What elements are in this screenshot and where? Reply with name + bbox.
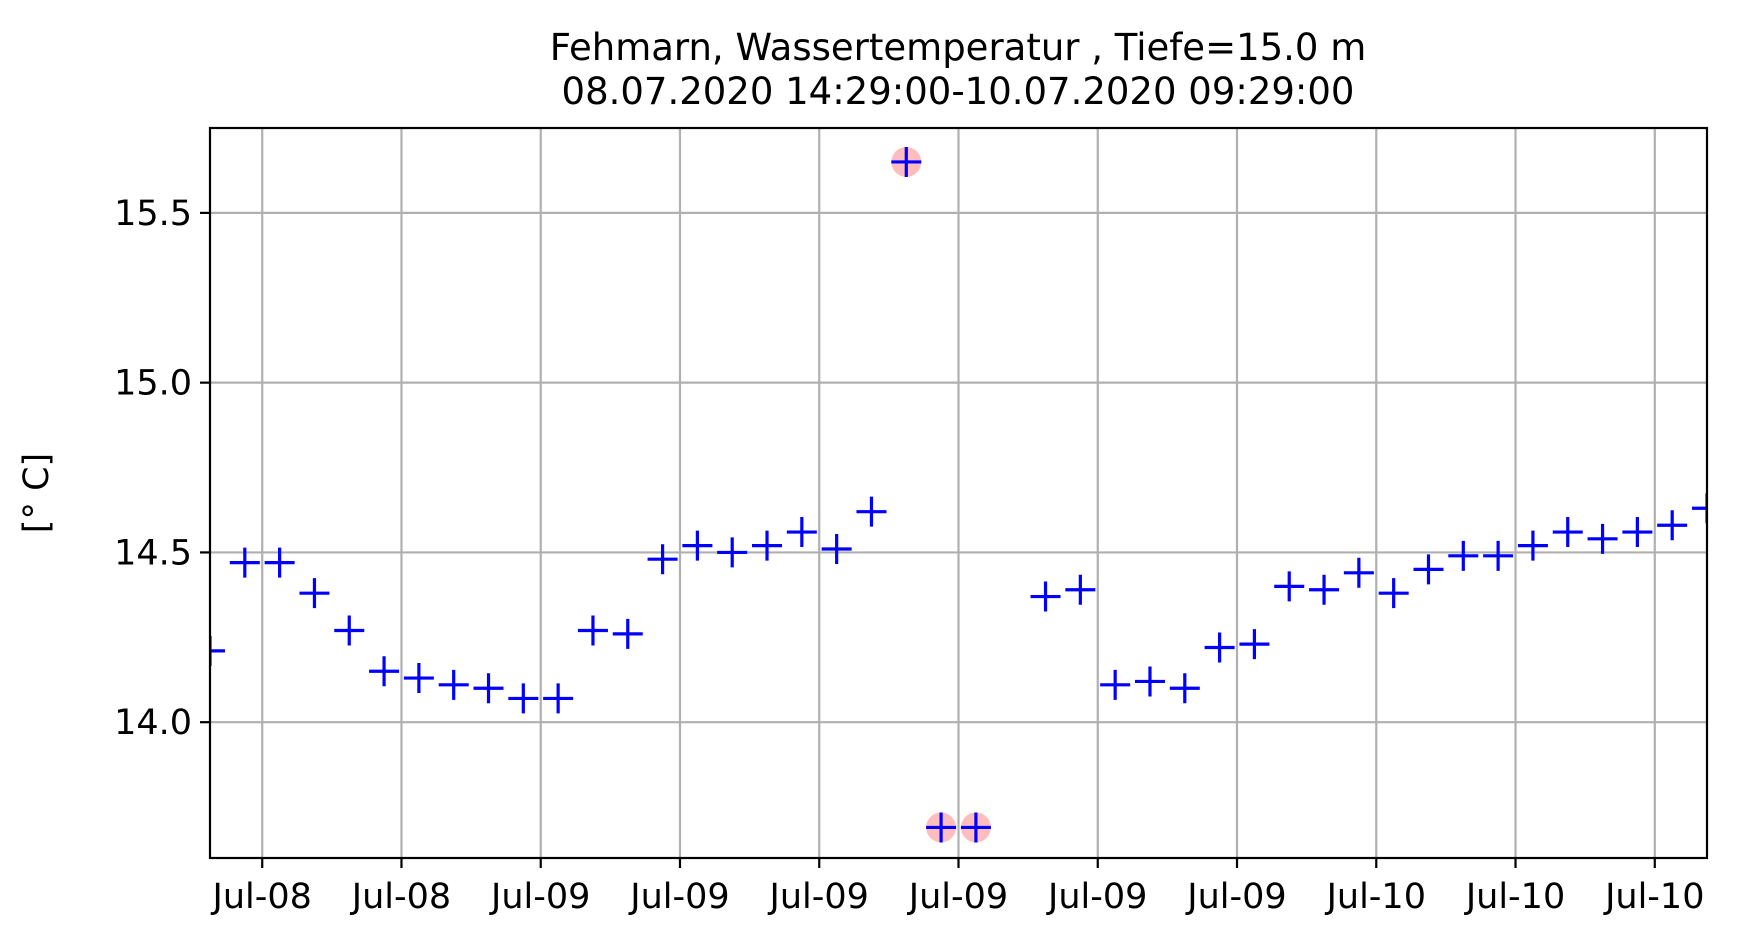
data-point bbox=[403, 663, 434, 694]
data-point bbox=[543, 683, 574, 714]
data-point bbox=[577, 615, 608, 646]
data-point bbox=[647, 544, 678, 575]
data-point bbox=[717, 537, 748, 568]
data-point bbox=[891, 146, 922, 177]
data-point bbox=[473, 673, 504, 704]
data-point bbox=[1169, 673, 1200, 704]
chart-title-line1: Fehmarn, Wassertemperatur , Tiefe=15.0 m bbox=[550, 26, 1367, 69]
y-tick-label: 15.5 bbox=[114, 194, 192, 234]
data-point bbox=[960, 812, 991, 843]
data-point bbox=[334, 615, 365, 646]
flagged-points bbox=[891, 146, 991, 843]
data-point bbox=[1065, 574, 1096, 605]
data-point bbox=[856, 496, 887, 527]
data-point bbox=[1552, 517, 1583, 548]
x-tick-label: Jul-09 bbox=[907, 877, 1008, 917]
y-tick-label: 14.0 bbox=[114, 703, 192, 743]
data-point bbox=[1030, 581, 1061, 612]
data-point bbox=[264, 547, 295, 578]
data-point bbox=[752, 530, 783, 561]
data-point bbox=[612, 618, 643, 649]
data-point bbox=[508, 683, 539, 714]
data-point bbox=[1204, 632, 1235, 663]
data-point bbox=[1622, 517, 1653, 548]
x-tick-label: Jul-08 bbox=[350, 877, 451, 917]
data-points bbox=[210, 146, 1707, 843]
data-point bbox=[1587, 523, 1618, 554]
x-tick-label: Jul-08 bbox=[211, 877, 312, 917]
data-point bbox=[1343, 557, 1374, 588]
x-tick-label: Jul-10 bbox=[1464, 877, 1565, 917]
data-point bbox=[1448, 540, 1479, 571]
data-point bbox=[1239, 629, 1270, 660]
x-axis: Jul-08 Jul-08 Jul-09 Jul-09 Jul-09 Jul-09 Jul-… bbox=[211, 858, 1704, 917]
data-point bbox=[926, 812, 957, 843]
x-tick-label: Jul-09 bbox=[768, 877, 869, 917]
data-point bbox=[786, 517, 817, 548]
y-tick-label: 15.0 bbox=[114, 364, 192, 404]
x-tick-label: Jul-09 bbox=[1185, 877, 1286, 917]
data-point bbox=[1517, 530, 1548, 561]
data-point bbox=[210, 635, 225, 666]
x-tick-label: Jul-09 bbox=[628, 877, 729, 917]
data-point bbox=[1692, 493, 1707, 524]
data-point bbox=[1657, 510, 1688, 541]
x-tick-label: Jul-09 bbox=[1046, 877, 1147, 917]
x-tick-label: Jul-10 bbox=[1603, 877, 1704, 917]
y-axis-label: [° C] bbox=[17, 453, 57, 533]
x-tick-label: Jul-09 bbox=[489, 877, 590, 917]
data-point bbox=[1274, 571, 1305, 602]
data-point bbox=[1483, 540, 1514, 571]
x-tick-label: Jul-10 bbox=[1325, 877, 1426, 917]
data-point bbox=[369, 656, 400, 687]
data-point bbox=[1100, 669, 1131, 700]
data-point bbox=[299, 578, 330, 609]
data-point bbox=[438, 669, 469, 700]
data-point bbox=[1378, 578, 1409, 609]
grid bbox=[210, 128, 1707, 858]
chart-title-line2: 08.07.2020 14:29:00-10.07.2020 09:29:00 bbox=[562, 70, 1355, 113]
data-point bbox=[1134, 666, 1165, 697]
data-point bbox=[821, 534, 852, 565]
y-axis: 14.0 14.5 15.0 15.5 bbox=[114, 194, 210, 743]
y-tick-label: 14.5 bbox=[114, 533, 192, 573]
data-point bbox=[1413, 554, 1444, 585]
data-point bbox=[229, 547, 260, 578]
data-point bbox=[682, 530, 713, 561]
data-point bbox=[1309, 574, 1340, 605]
